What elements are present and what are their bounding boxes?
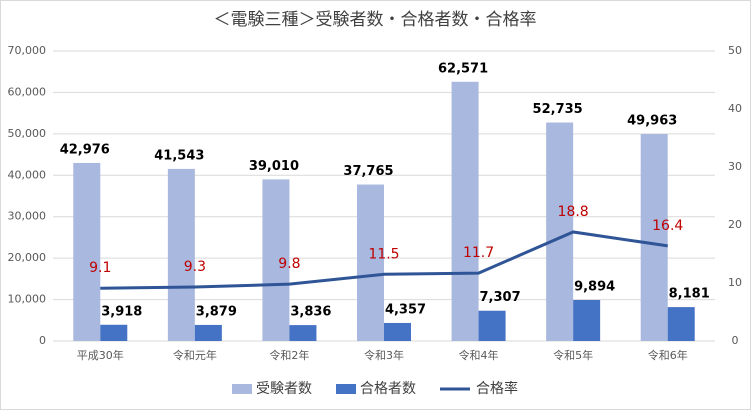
data-label: 49,963 [627, 114, 677, 129]
y-tick-label: 50,000 [8, 127, 47, 140]
data-label: 9.8 [278, 256, 300, 272]
bar [73, 162, 101, 341]
y-tick-label: 20,000 [8, 251, 47, 264]
y2-tick-label: 0 [732, 334, 739, 347]
data-label: 3,879 [196, 304, 237, 319]
legend-swatch [232, 384, 252, 394]
bar [640, 134, 668, 341]
y2-tick-label: 10 [728, 276, 742, 289]
bar [384, 322, 411, 341]
bar [194, 324, 222, 341]
data-label: 18.8 [558, 204, 589, 220]
x-tick-label: 令和5年 [553, 348, 593, 362]
y-tick-label: 40,000 [8, 168, 47, 181]
bar [478, 310, 506, 341]
data-label: 41,543 [154, 148, 204, 163]
data-label: 11.5 [368, 246, 399, 262]
y-tick-label: 60,000 [8, 85, 47, 98]
legend-swatch [336, 384, 356, 394]
data-label: 39,010 [249, 159, 299, 174]
y2-tick-label: 40 [728, 102, 742, 115]
data-label: 11.7 [463, 245, 494, 261]
y-tick-label: 30,000 [8, 210, 47, 223]
line [100, 230, 668, 290]
y-tick-label: 0 [39, 334, 46, 347]
bar [357, 184, 384, 341]
y-tick-label: 10,000 [8, 293, 47, 306]
data-label: 62,571 [438, 61, 488, 76]
data-label: 3,836 [290, 305, 331, 320]
y2-tick-label: 50 [728, 44, 742, 57]
data-label: 16.4 [652, 218, 683, 234]
data-label: 42,976 [60, 142, 110, 157]
x-tick-label: 平成30年 [77, 348, 124, 362]
data-label: 4,357 [385, 302, 426, 317]
x-tick-label: 令和3年 [364, 348, 404, 362]
x-tick-label: 令和元年 [173, 348, 217, 362]
y2-tick-label: 30 [728, 160, 742, 173]
y-tick-label: 70,000 [8, 44, 47, 57]
data-label: 37,765 [343, 164, 393, 179]
bar [573, 300, 601, 341]
chart-title: ＜電験三種＞受験者数・合格者数・合格率 [214, 10, 537, 30]
bar [167, 168, 195, 341]
data-label: 9.3 [184, 259, 206, 275]
legend-label: 合格者数 [360, 381, 416, 397]
bar [546, 122, 574, 341]
data-label: 8,181 [669, 287, 710, 302]
data-label: 9.1 [89, 260, 111, 276]
x-tick-label: 令和6年 [648, 348, 688, 362]
legend-label: 合格率 [476, 380, 518, 397]
bar [262, 179, 290, 341]
bar [667, 307, 695, 341]
y2-tick-label: 20 [728, 218, 742, 231]
data-label: 3,918 [101, 304, 142, 319]
data-label: 52,735 [533, 102, 583, 117]
data-label: 7,307 [480, 290, 521, 305]
bar [289, 325, 317, 341]
x-tick-label: 令和2年 [269, 348, 309, 362]
bar [451, 81, 479, 341]
bar [100, 324, 128, 341]
x-tick-label: 令和4年 [459, 348, 499, 362]
legend-label: 受験者数 [256, 381, 312, 397]
data-label: 9,894 [574, 280, 615, 295]
